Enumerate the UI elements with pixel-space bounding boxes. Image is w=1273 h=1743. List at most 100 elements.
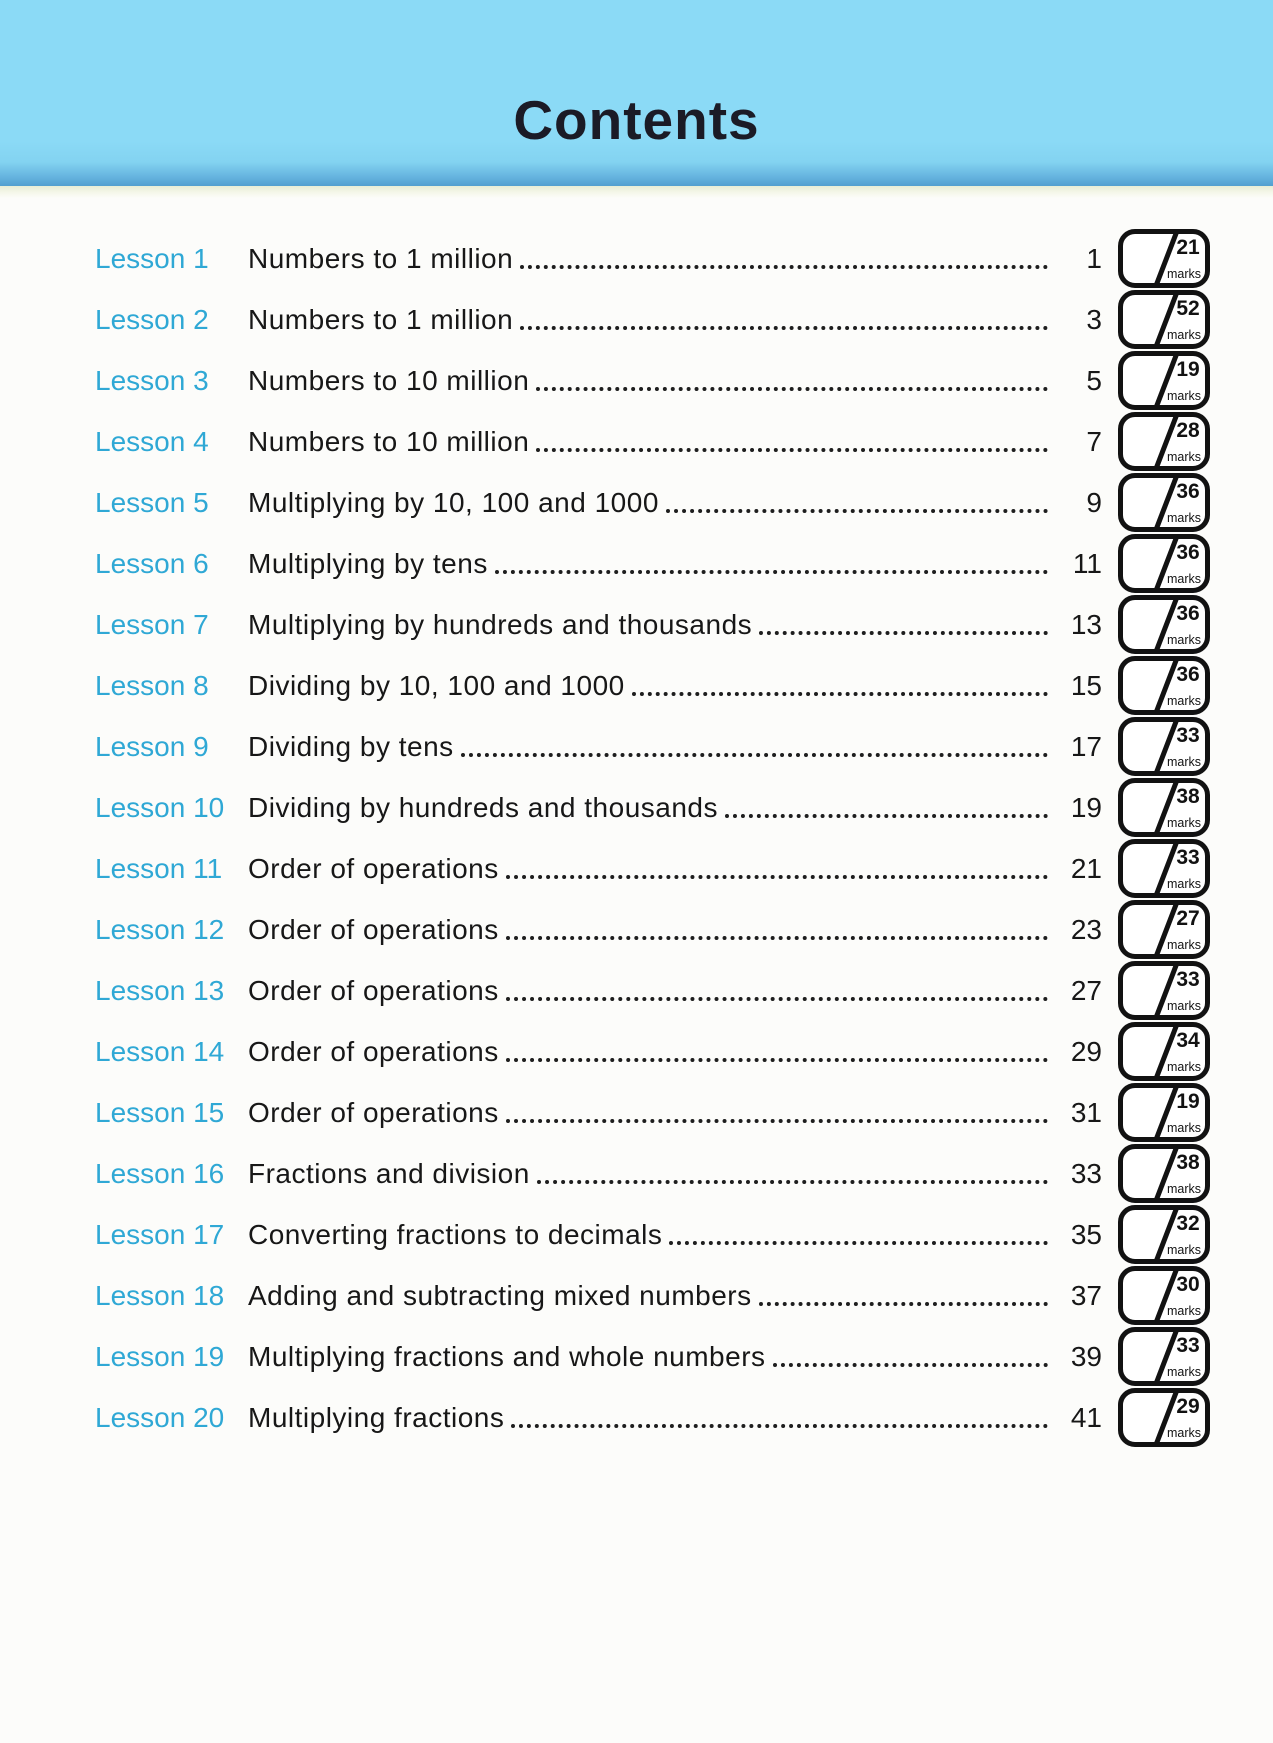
lesson-title: Order of operations [248,974,499,1006]
toc-row: Lesson 20 Multiplying fractions 41 29 ma… [95,1387,1210,1448]
page-number: 41 [1070,1401,1102,1433]
lesson-title: Order of operations [248,852,499,884]
toc-row: Lesson 15 Order of operations 31 19 mark… [95,1082,1210,1143]
toc-row: Lesson 8 Dividing by 10, 100 and 1000 15… [95,655,1210,716]
page-number: 19 [1070,791,1102,823]
marks-word: marks [1166,876,1201,891]
dotted-leader [665,508,1048,513]
marks-box: 27 marks [1118,900,1210,959]
page-number: 31 [1070,1096,1102,1128]
toc-row: Lesson 6 Multiplying by tens 11 36 marks [95,533,1210,594]
page-number: 21 [1070,852,1102,884]
lesson-label: Lesson 9 [95,730,209,762]
marks-box: 32 marks [1118,1205,1210,1264]
marks-word: marks [1166,937,1201,952]
marks-box: 36 marks [1118,534,1210,593]
marks-box: 28 marks [1118,412,1210,471]
marks-total: 38 [1176,785,1200,808]
dotted-leader [520,264,1048,269]
lesson-title: Numbers to 10 million [248,425,530,457]
page-number: 7 [1086,425,1102,457]
toc-row: Lesson 4 Numbers to 10 million 7 28 mark… [95,411,1210,472]
page-number: 13 [1070,608,1102,640]
header-band: Contents [0,0,1273,186]
marks-box: 36 marks [1118,473,1210,532]
toc-row: Lesson 3 Numbers to 10 million 5 19 mark… [95,350,1210,411]
marks-box: 33 marks [1118,961,1210,1020]
lesson-title: Adding and subtracting mixed numbers [248,1279,752,1311]
marks-total: 33 [1176,846,1200,869]
marks-box: 21 marks [1118,229,1210,288]
dotted-leader [505,1118,1048,1123]
marks-box: 33 marks [1118,717,1210,776]
marks-box: 38 marks [1118,1144,1210,1203]
lesson-label: Lesson 16 [95,1157,225,1189]
lesson-title: Order of operations [248,1035,499,1067]
lesson-title: Multiplying fractions [248,1401,505,1433]
lesson-label: Lesson 14 [95,1035,225,1067]
toc-row: Lesson 11 Order of operations 21 33 mark… [95,838,1210,899]
page-number: 29 [1070,1035,1102,1067]
toc-row: Lesson 13 Order of operations 27 33 mark… [95,960,1210,1021]
page-number: 15 [1070,669,1102,701]
marks-total: 29 [1176,1395,1200,1418]
marks-total: 36 [1176,663,1200,686]
lesson-label: Lesson 4 [95,425,209,457]
page-number: 39 [1070,1340,1102,1372]
marks-word: marks [1166,1181,1201,1196]
lesson-label: Lesson 7 [95,608,209,640]
marks-word: marks [1166,510,1201,525]
dotted-leader [536,447,1048,452]
marks-word: marks [1166,388,1201,403]
marks-word: marks [1166,1425,1201,1440]
dotted-leader [631,691,1048,696]
lesson-title: Dividing by 10, 100 and 1000 [248,669,625,701]
lesson-label: Lesson 15 [95,1096,225,1128]
marks-word: marks [1166,571,1201,586]
lesson-title: Multiplying fractions and whole numbers [248,1340,766,1372]
marks-box: 33 marks [1118,1327,1210,1386]
marks-word: marks [1166,1059,1201,1074]
marks-total: 19 [1176,1090,1200,1113]
marks-word: marks [1166,327,1201,342]
marks-total: 27 [1176,907,1200,930]
marks-word: marks [1166,266,1201,281]
toc-row: Lesson 12 Order of operations 23 27 mark… [95,899,1210,960]
marks-total: 33 [1176,724,1200,747]
marks-box: 36 marks [1118,595,1210,654]
lesson-title: Multiplying by hundreds and thousands [248,608,753,640]
toc-row: Lesson 10 Dividing by hundreds and thous… [95,777,1210,838]
marks-word: marks [1166,693,1201,708]
marks-word: marks [1166,815,1201,830]
toc-row: Lesson 2 Numbers to 1 million 3 52 marks [95,289,1210,350]
dotted-leader [536,1179,1048,1184]
toc-row: Lesson 16 Fractions and division 33 38 m… [95,1143,1210,1204]
dotted-leader [536,386,1048,391]
page-number: 35 [1070,1218,1102,1250]
marks-box: 19 marks [1118,1083,1210,1142]
marks-box: 33 marks [1118,839,1210,898]
marks-total: 19 [1176,358,1200,381]
lesson-label: Lesson 8 [95,669,209,701]
marks-word: marks [1166,1120,1201,1135]
lesson-label: Lesson 6 [95,547,209,579]
marks-word: marks [1166,632,1201,647]
dotted-leader [460,752,1048,757]
marks-total: 52 [1176,297,1200,320]
page-title: Contents [513,89,760,151]
dotted-leader [669,1240,1048,1245]
lesson-label: Lesson 10 [95,791,225,823]
page-number: 23 [1070,913,1102,945]
lesson-label: Lesson 1 [95,242,209,274]
dotted-leader [505,996,1048,1001]
marks-word: marks [1166,998,1201,1013]
lesson-label: Lesson 18 [95,1279,225,1311]
marks-total: 34 [1176,1029,1200,1052]
toc-row: Lesson 18 Adding and subtracting mixed n… [95,1265,1210,1326]
toc-row: Lesson 5 Multiplying by 10, 100 and 1000… [95,472,1210,533]
marks-box: 36 marks [1118,656,1210,715]
page-number: 33 [1070,1157,1102,1189]
page-number: 37 [1070,1279,1102,1311]
marks-word: marks [1166,1303,1201,1318]
